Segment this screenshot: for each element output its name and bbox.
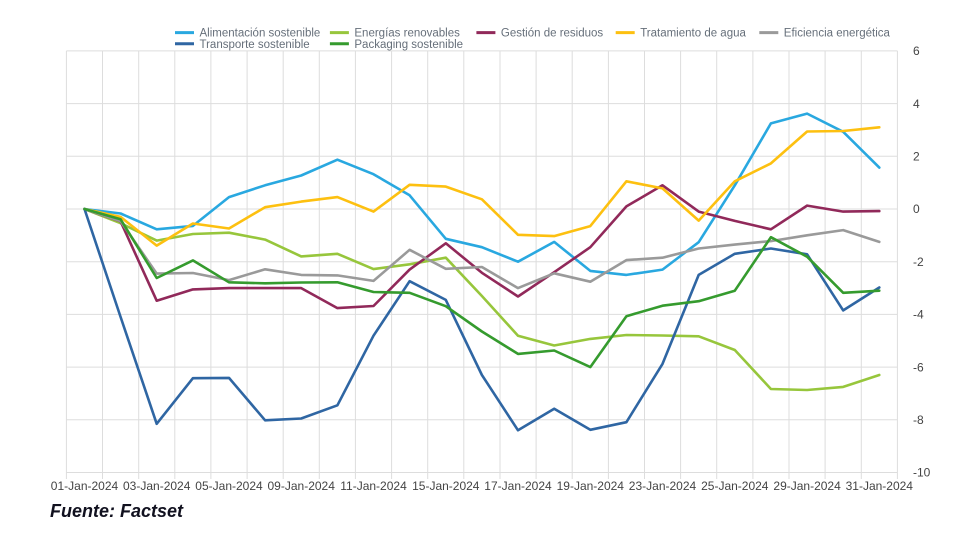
svg-text:11-Jan-2024: 11-Jan-2024 — [340, 479, 407, 493]
svg-text:0: 0 — [913, 202, 920, 216]
svg-text:-10: -10 — [913, 466, 931, 480]
svg-text:31-Jan-2024: 31-Jan-2024 — [846, 479, 914, 493]
svg-text:-4: -4 — [913, 308, 924, 322]
svg-text:15-Jan-2024: 15-Jan-2024 — [412, 479, 480, 493]
svg-text:17-Jan-2024: 17-Jan-2024 — [484, 479, 552, 493]
svg-text:Gestión de residuos: Gestión de residuos — [501, 28, 604, 40]
svg-text:09-Jan-2024: 09-Jan-2024 — [268, 479, 336, 493]
svg-text:Eficiencia energética: Eficiencia energética — [784, 28, 891, 40]
svg-text:Packaging sostenible: Packaging sostenible — [354, 39, 463, 51]
svg-text:01-Jan-2024: 01-Jan-2024 — [51, 479, 119, 493]
svg-text:6: 6 — [913, 44, 920, 58]
svg-text:05-Jan-2024: 05-Jan-2024 — [195, 479, 263, 493]
svg-text:25-Jan-2024: 25-Jan-2024 — [701, 479, 769, 493]
svg-text:2: 2 — [913, 150, 920, 164]
svg-text:Tratamiento de agua: Tratamiento de agua — [640, 28, 746, 40]
svg-text:23-Jan-2024: 23-Jan-2024 — [629, 479, 697, 493]
svg-text:29-Jan-2024: 29-Jan-2024 — [773, 479, 841, 493]
svg-text:-8: -8 — [913, 413, 924, 427]
svg-text:-2: -2 — [913, 255, 924, 269]
svg-text:19-Jan-2024: 19-Jan-2024 — [557, 479, 625, 493]
svg-text:Alimentación sostenible: Alimentación sostenible — [200, 28, 321, 40]
svg-text:03-Jan-2024: 03-Jan-2024 — [123, 479, 191, 493]
svg-text:Transporte sostenible: Transporte sostenible — [200, 39, 310, 51]
svg-text:-6: -6 — [913, 360, 924, 374]
svg-text:Energías renovables: Energías renovables — [354, 28, 460, 40]
svg-text:4: 4 — [913, 97, 920, 111]
svg-text:Fuente: Factset: Fuente: Factset — [50, 501, 184, 521]
